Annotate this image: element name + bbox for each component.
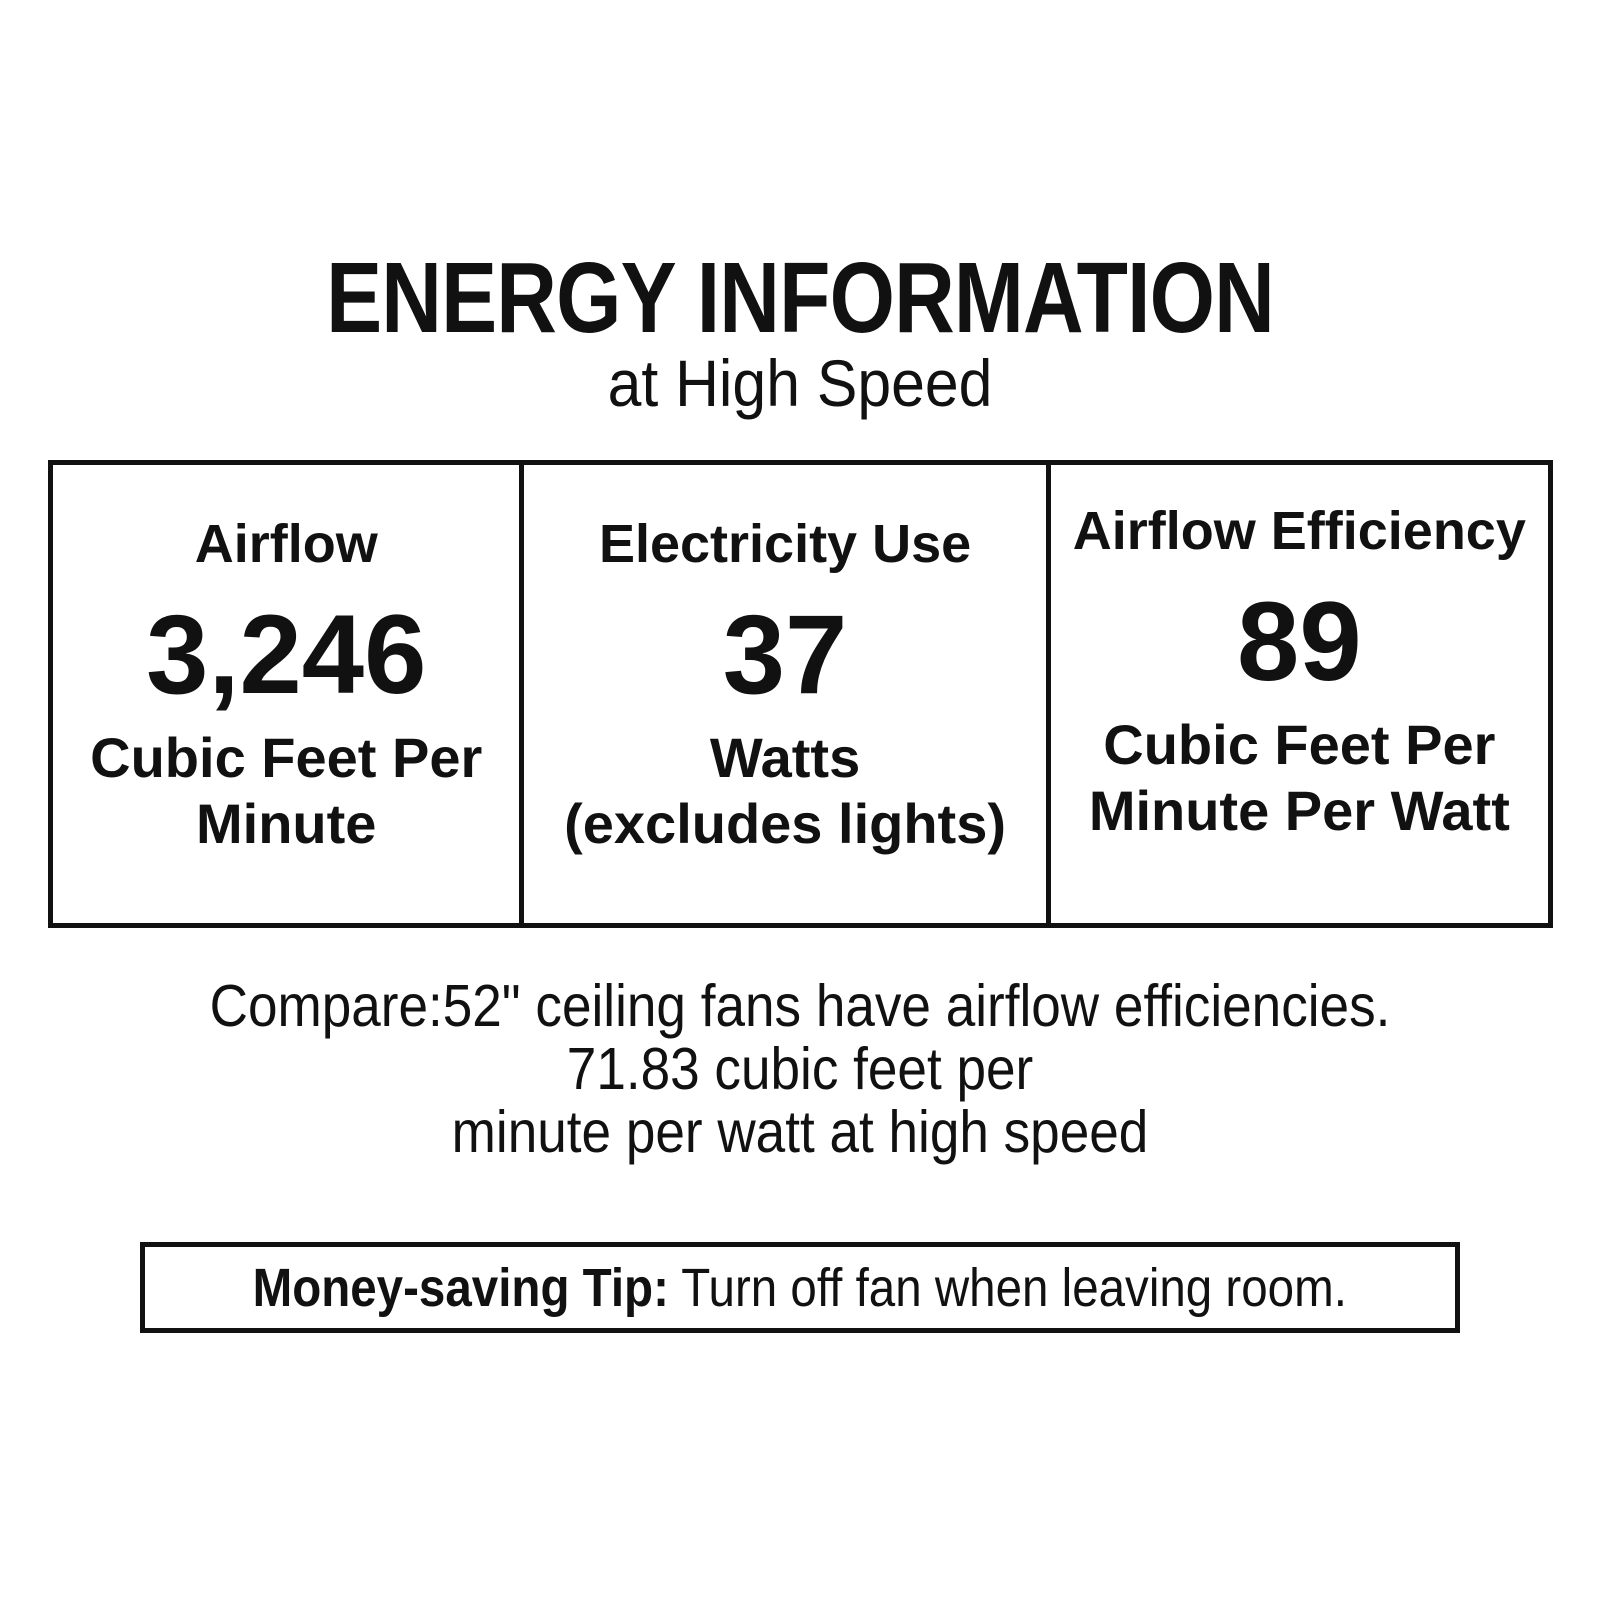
- airflow-unit-line-2: Minute: [196, 791, 377, 855]
- electricity-use-cell: Electricity Use 37 Watts (excludes light…: [519, 465, 1045, 923]
- compare-note: Compare:52" ceiling fans have airflow ef…: [80, 973, 1520, 1166]
- airflow-cell: Airflow 3,246 Cubic Feet Per Minute: [53, 465, 519, 923]
- electricity-use-value: 37: [722, 591, 848, 717]
- airflow-efficiency-value: 89: [1237, 578, 1362, 704]
- compare-note-line-2: 71.83 cubic feet per: [566, 1036, 1034, 1103]
- airflow-value: 3,246: [146, 591, 427, 717]
- airflow-unit-line-1: Cubic Feet Per: [90, 725, 483, 789]
- electricity-use-unit-line-1: Watts: [709, 725, 861, 789]
- money-saving-tip-text: Turn off fan when leaving room.: [669, 1257, 1348, 1318]
- electricity-use-unit: Watts (excludes lights): [564, 725, 1006, 857]
- page-subtitle: at High Speed: [607, 346, 993, 420]
- airflow-efficiency-unit-line-1: Cubic Feet Per: [1103, 712, 1496, 776]
- money-saving-tip-line: Money-saving Tip: Turn off fan when leav…: [253, 1261, 1347, 1315]
- electricity-use-label: Electricity Use: [598, 514, 972, 575]
- airflow-efficiency-unit-line-2: Minute Per Watt: [1088, 778, 1510, 842]
- airflow-label: Airflow: [194, 514, 378, 575]
- airflow-efficiency-label: Airflow Efficiency: [1072, 501, 1526, 562]
- compare-note-line-3: minute per watt at high speed: [451, 1099, 1149, 1166]
- electricity-use-unit-line-2: (excludes lights): [564, 791, 1006, 855]
- page-title: ENERGY INFORMATION: [326, 242, 1275, 354]
- energy-table: Airflow 3,246 Cubic Feet Per Minute Elec…: [48, 460, 1553, 928]
- airflow-efficiency-cell: Airflow Efficiency 89 Cubic Feet Per Min…: [1045, 465, 1548, 923]
- airflow-unit: Cubic Feet Per Minute: [90, 725, 482, 857]
- money-saving-tip-box: Money-saving Tip: Turn off fan when leav…: [140, 1242, 1460, 1333]
- money-saving-tip-label: Money-saving Tip:: [252, 1257, 670, 1318]
- airflow-efficiency-unit: Cubic Feet Per Minute Per Watt: [1089, 712, 1510, 844]
- compare-note-line-1: Compare:52" ceiling fans have airflow ef…: [209, 973, 1391, 1039]
